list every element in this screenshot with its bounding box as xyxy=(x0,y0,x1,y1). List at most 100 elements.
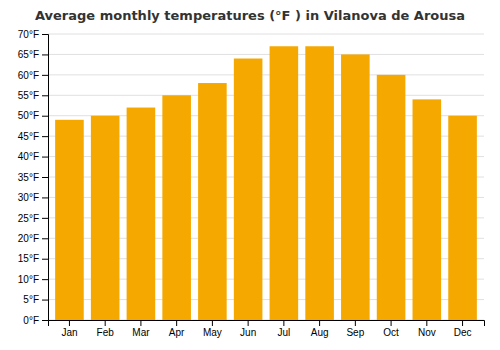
grid xyxy=(48,34,484,320)
x-axis: Jan Feb Mar Apr May Jun Jul Aug Sep Oct Nov Dec xyxy=(49,320,485,338)
tick-label: 35°F xyxy=(18,172,39,183)
tick-mark xyxy=(42,197,48,198)
grid-line xyxy=(48,54,484,55)
tick: Apr xyxy=(169,320,185,338)
tick: 50°F xyxy=(18,110,48,121)
tick: Feb xyxy=(97,320,115,338)
tick: 30°F xyxy=(18,192,48,203)
tick-label: 65°F xyxy=(18,49,39,60)
tick-mark xyxy=(42,136,48,137)
bar xyxy=(127,108,156,320)
tick: Aug xyxy=(311,320,329,338)
tick-label: 60°F xyxy=(18,70,39,81)
tick: 20°F xyxy=(18,233,48,244)
tick-label: 30°F xyxy=(18,192,39,203)
tick: 0°F xyxy=(23,315,48,326)
tick: Sep xyxy=(346,320,364,338)
tick-mark xyxy=(42,279,48,280)
tick-mark xyxy=(42,177,48,178)
bar xyxy=(55,120,84,320)
tick: May xyxy=(203,320,222,338)
tick: 40°F xyxy=(18,151,48,162)
tick-label: Apr xyxy=(169,327,185,338)
tick-label: Oct xyxy=(383,327,399,338)
chart: 0°F 5°F 10°F 15°F 20°F 25°F 30°F 35°F 40°F 45°F 50… xyxy=(0,0,500,350)
tick-mark xyxy=(42,320,48,321)
tick-mark xyxy=(176,320,177,326)
tick: 10°F xyxy=(18,274,48,285)
plot-area: 0°F 5°F 10°F 15°F 20°F 25°F 30°F 35°F 40°F 45°F 50… xyxy=(18,29,485,338)
tick-mark xyxy=(319,320,320,326)
tick-label: 5°F xyxy=(23,294,39,305)
tick-mark xyxy=(212,320,213,326)
tick-mark xyxy=(42,75,48,76)
tick: Mar xyxy=(132,320,150,338)
tick-mark xyxy=(42,157,48,158)
tick-mark xyxy=(391,320,392,326)
bar xyxy=(448,116,477,320)
tick: Nov xyxy=(418,320,436,338)
tick-label: May xyxy=(203,327,222,338)
tick: 70°F xyxy=(18,29,48,40)
bar xyxy=(413,99,442,320)
tick-label: 40°F xyxy=(18,151,39,162)
tick-label: Jan xyxy=(61,327,77,338)
tick-mark xyxy=(42,259,48,260)
bar xyxy=(341,54,370,320)
tick: 55°F xyxy=(18,90,48,101)
grid-line xyxy=(48,74,484,75)
tick-mark xyxy=(105,320,106,326)
tick: 15°F xyxy=(18,253,48,264)
tick-label: Nov xyxy=(418,327,436,338)
tick-label: Aug xyxy=(311,327,329,338)
bar xyxy=(234,59,263,320)
tick-label: 45°F xyxy=(18,131,39,142)
tick-label: 15°F xyxy=(18,253,39,264)
bar xyxy=(91,116,120,320)
axis-line xyxy=(49,321,485,327)
bar xyxy=(162,95,191,320)
tick-label: 70°F xyxy=(18,29,39,40)
tick-mark xyxy=(426,320,427,326)
title: Average monthly temperatures (°F ) in Vi… xyxy=(35,8,465,23)
bar xyxy=(198,83,227,320)
tick: 25°F xyxy=(18,213,48,224)
grid-line xyxy=(48,34,484,35)
tick-mark xyxy=(140,320,141,326)
tick-mark xyxy=(283,320,284,326)
tick: Jun xyxy=(240,320,256,338)
tick: 35°F xyxy=(18,172,48,183)
tick: 65°F xyxy=(18,49,48,60)
tick-label: 0°F xyxy=(23,315,39,326)
tick-mark xyxy=(69,320,70,326)
tick: Jan xyxy=(61,320,77,338)
tick-label: Mar xyxy=(132,327,150,338)
tick: 5°F xyxy=(23,294,48,305)
bar xyxy=(305,46,334,320)
y-axis: 0°F 5°F 10°F 15°F 20°F 25°F 30°F 35°F 40°F 45°F 50… xyxy=(18,29,49,326)
tick-mark xyxy=(42,300,48,301)
tick: Oct xyxy=(383,320,399,338)
tick-mark xyxy=(355,320,356,326)
grid-line xyxy=(48,95,484,96)
bars xyxy=(55,46,477,320)
tick-mark xyxy=(42,54,48,55)
tick-label: Jun xyxy=(240,327,256,338)
bar xyxy=(270,46,299,320)
tick-mark xyxy=(42,116,48,117)
axis-line xyxy=(42,35,49,321)
tick-label: Dec xyxy=(454,327,472,338)
tick-label: 25°F xyxy=(18,213,39,224)
tick-mark xyxy=(42,218,48,219)
tick-label: 55°F xyxy=(18,90,39,101)
tick-mark xyxy=(462,320,463,326)
tick-label: Sep xyxy=(346,327,364,338)
tick: Dec xyxy=(454,320,472,338)
tick-mark xyxy=(42,34,48,35)
tick-label: Feb xyxy=(97,327,115,338)
tick: 45°F xyxy=(18,131,48,142)
tick: Jul xyxy=(277,320,290,338)
tick-label: 10°F xyxy=(18,274,39,285)
tick-mark xyxy=(42,95,48,96)
tick-label: 50°F xyxy=(18,110,39,121)
